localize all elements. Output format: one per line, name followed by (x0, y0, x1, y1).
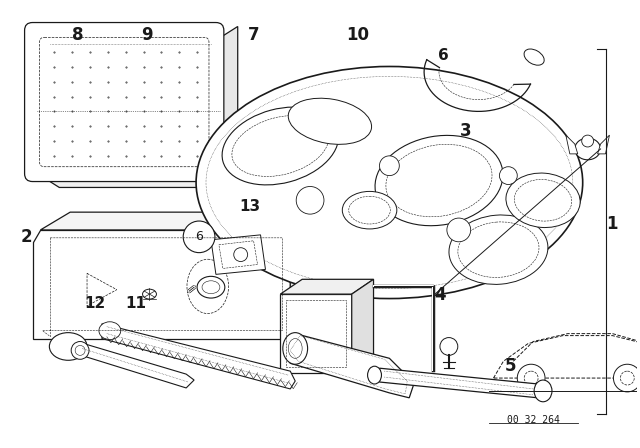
Text: 13: 13 (239, 199, 260, 214)
Ellipse shape (288, 98, 372, 144)
Text: 11: 11 (125, 296, 147, 311)
Ellipse shape (222, 107, 339, 185)
Ellipse shape (202, 281, 220, 293)
Circle shape (524, 371, 538, 385)
Polygon shape (598, 135, 609, 154)
Text: 2: 2 (21, 228, 33, 246)
Circle shape (499, 167, 517, 185)
Circle shape (234, 248, 248, 262)
Polygon shape (211, 235, 266, 274)
Text: 8: 8 (72, 26, 83, 43)
Ellipse shape (524, 49, 544, 65)
Text: 4: 4 (435, 286, 446, 304)
Text: 12: 12 (84, 296, 106, 311)
Text: 9: 9 (141, 26, 153, 43)
Circle shape (613, 364, 640, 392)
Circle shape (620, 371, 634, 385)
Text: 6: 6 (438, 48, 449, 63)
Polygon shape (87, 273, 116, 306)
Circle shape (296, 186, 324, 214)
Text: 5: 5 (504, 357, 516, 375)
Ellipse shape (99, 322, 121, 340)
Ellipse shape (196, 66, 582, 298)
Polygon shape (40, 212, 320, 230)
Ellipse shape (187, 259, 228, 314)
Ellipse shape (375, 135, 503, 226)
Polygon shape (380, 368, 538, 398)
Polygon shape (493, 336, 640, 378)
Circle shape (440, 338, 458, 355)
FancyBboxPatch shape (24, 22, 224, 181)
Text: 00 32 264: 00 32 264 (507, 415, 559, 426)
Ellipse shape (197, 276, 225, 298)
Circle shape (517, 364, 545, 392)
Polygon shape (566, 135, 578, 154)
Polygon shape (33, 230, 291, 339)
Polygon shape (102, 324, 295, 389)
Circle shape (183, 221, 215, 253)
Ellipse shape (143, 289, 156, 299)
Circle shape (75, 345, 85, 355)
Polygon shape (280, 279, 374, 294)
Polygon shape (216, 26, 237, 187)
Text: 3: 3 (460, 122, 472, 140)
Ellipse shape (367, 366, 381, 384)
Ellipse shape (534, 380, 552, 402)
Ellipse shape (49, 332, 87, 360)
Circle shape (380, 156, 399, 176)
Text: 1: 1 (606, 215, 618, 233)
Ellipse shape (506, 173, 580, 228)
Polygon shape (280, 294, 352, 373)
Text: 6: 6 (195, 230, 203, 243)
Polygon shape (291, 212, 320, 339)
Ellipse shape (283, 332, 308, 364)
Ellipse shape (288, 339, 302, 358)
Circle shape (582, 135, 594, 147)
Ellipse shape (342, 191, 397, 229)
Polygon shape (285, 334, 414, 398)
Text: 7: 7 (248, 26, 259, 43)
Circle shape (71, 341, 89, 359)
Ellipse shape (449, 215, 548, 284)
Polygon shape (78, 343, 194, 388)
Text: 10: 10 (347, 26, 369, 43)
Circle shape (447, 218, 470, 242)
Polygon shape (38, 174, 237, 187)
Polygon shape (352, 279, 374, 373)
Ellipse shape (575, 138, 600, 160)
